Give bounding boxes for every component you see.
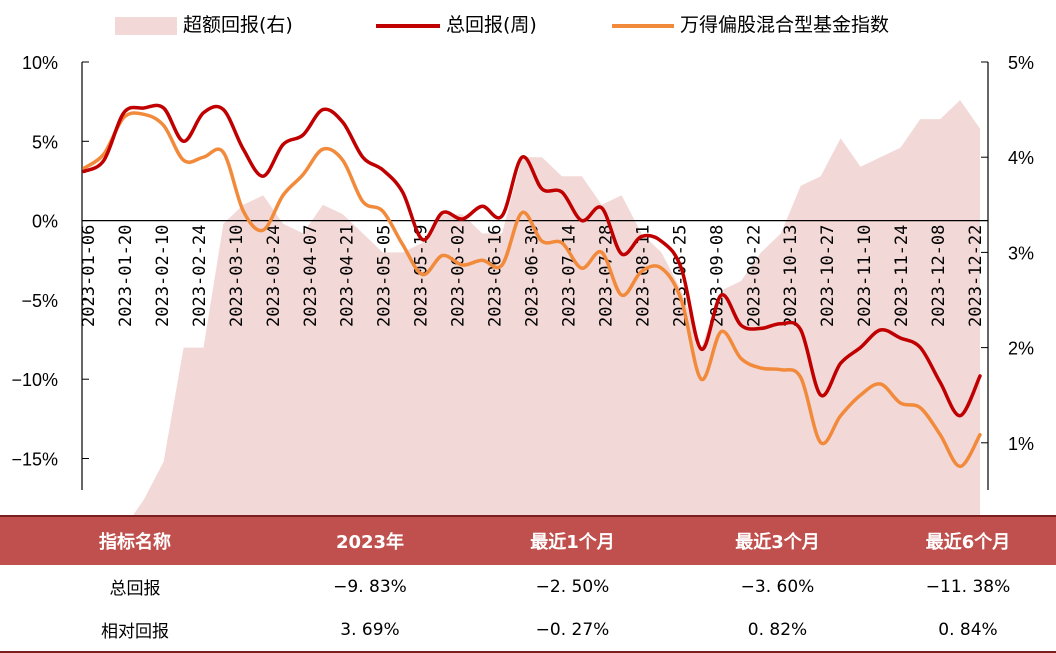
- x-tick-label: 2023-05-05: [375, 225, 395, 327]
- table-row: 相对回报 3. 69% −0. 27% 0. 82% 0. 84%: [0, 608, 1056, 653]
- table-cell: −2. 50%: [535, 576, 610, 597]
- excess-return-area-shape: [133, 100, 980, 515]
- right-axis-tick-label: 4%: [1008, 148, 1034, 168]
- table-header-metric: 指标名称: [0, 515, 270, 565]
- x-tick-label: 2023-10-13: [781, 225, 801, 327]
- x-tick-label: 2023-08-25: [670, 225, 690, 327]
- table-header-ytd: 2023年: [270, 515, 470, 565]
- table-header-row: 指标名称 2023年 最近1个月 最近3个月 最近6个月: [0, 515, 1056, 565]
- x-tick-label: 2023-03-10: [227, 225, 247, 327]
- legend-label-excess: 超额回报(右): [183, 14, 293, 36]
- x-tick-label: 2023-04-21: [338, 225, 358, 327]
- table-header-1m: 最近1个月: [470, 515, 675, 565]
- table-cell: 0. 84%: [880, 608, 1056, 653]
- table-header-3m: 最近3个月: [675, 515, 880, 565]
- table-cell: 0. 82%: [675, 608, 880, 653]
- right-axis-tick-label: 2%: [1008, 339, 1034, 359]
- left-axis-tick-label: −15%: [11, 450, 58, 470]
- summary-table: 指标名称 2023年 最近1个月 最近3个月 最近6个月 总回报 −9. 83%…: [0, 515, 1056, 653]
- legend-label-index: 万得偏股混合型基金指数: [680, 14, 890, 36]
- x-tick-label: 2023-01-06: [79, 225, 99, 327]
- x-tick-label: 2023-11-10: [855, 225, 875, 327]
- x-tick-label: 2023-04-07: [301, 225, 321, 327]
- axes: 10% 5% 0% −5% −10% −15% 5% 4% 3% 2% 1%: [11, 53, 1034, 490]
- index-line: [82, 111, 982, 469]
- x-tick-label: 2023-02-24: [190, 225, 210, 327]
- left-axis-tick-label: 10%: [22, 53, 58, 73]
- table-cell: −11. 38%: [925, 576, 1011, 597]
- table-cell: −9. 83%: [333, 576, 407, 597]
- left-axis-tick-label: −10%: [11, 370, 58, 390]
- x-tick-labels: 2023-01-06 2023-01-20 2023-02-10 2023-02-24…: [79, 225, 986, 327]
- chart: 10%5%0%−5%−10%−15%5%4%3%2%1% 2023-01-06 2…: [11, 53, 1034, 515]
- x-tick-label: 2023-07-14: [560, 225, 580, 327]
- x-tick-label: 2023-09-08: [707, 225, 727, 327]
- table-cell: −3. 60%: [740, 576, 815, 597]
- table-cell: 3. 69%: [270, 608, 470, 653]
- x-tick-label: 2023-12-08: [929, 225, 949, 327]
- table-cell: −0. 27%: [470, 608, 675, 653]
- series-lines: [82, 103, 982, 469]
- x-tick-label: 2023-03-24: [264, 225, 284, 327]
- x-tick-label: 2023-02-10: [153, 225, 173, 327]
- x-tick-label: 2023-01-20: [116, 225, 136, 327]
- legend-swatch-total: [376, 24, 440, 28]
- table-header-6m: 最近6个月: [880, 515, 1056, 565]
- excess-return-area: [133, 100, 980, 515]
- x-tick-label: 2023-12-22: [966, 225, 986, 327]
- legend-swatch-excess: [115, 17, 177, 35]
- table-row: 总回报 −9. 83% −2. 50% −3. 60% −11. 38%: [0, 565, 1056, 608]
- x-tick-label: 2023-08-11: [633, 225, 653, 327]
- x-tick-label: 2023-11-24: [892, 225, 912, 327]
- legend-label-total: 总回报(周): [446, 14, 537, 36]
- x-tick-label: 2023-06-16: [486, 225, 506, 327]
- left-axis-tick-label: 0%: [32, 212, 58, 232]
- table-cell: 相对回报: [0, 608, 270, 653]
- x-tick-label: 2023-09-22: [744, 225, 764, 327]
- legend-swatch-index: [612, 24, 674, 28]
- right-axis-tick-label: 3%: [1008, 243, 1034, 263]
- x-tick-label: 2023-06-02: [449, 225, 469, 327]
- table-cell: 总回报: [109, 579, 161, 599]
- right-axis-tick-label: 1%: [1008, 434, 1034, 454]
- x-tick-label: 2023-10-27: [818, 225, 838, 327]
- x-tick-label: 2023-06-30: [523, 225, 543, 327]
- left-axis-tick-label: 5%: [32, 132, 58, 152]
- left-axis-tick-label: −5%: [21, 291, 58, 311]
- right-axis-tick-label: 5%: [1008, 53, 1034, 73]
- total-return-line: [82, 103, 982, 418]
